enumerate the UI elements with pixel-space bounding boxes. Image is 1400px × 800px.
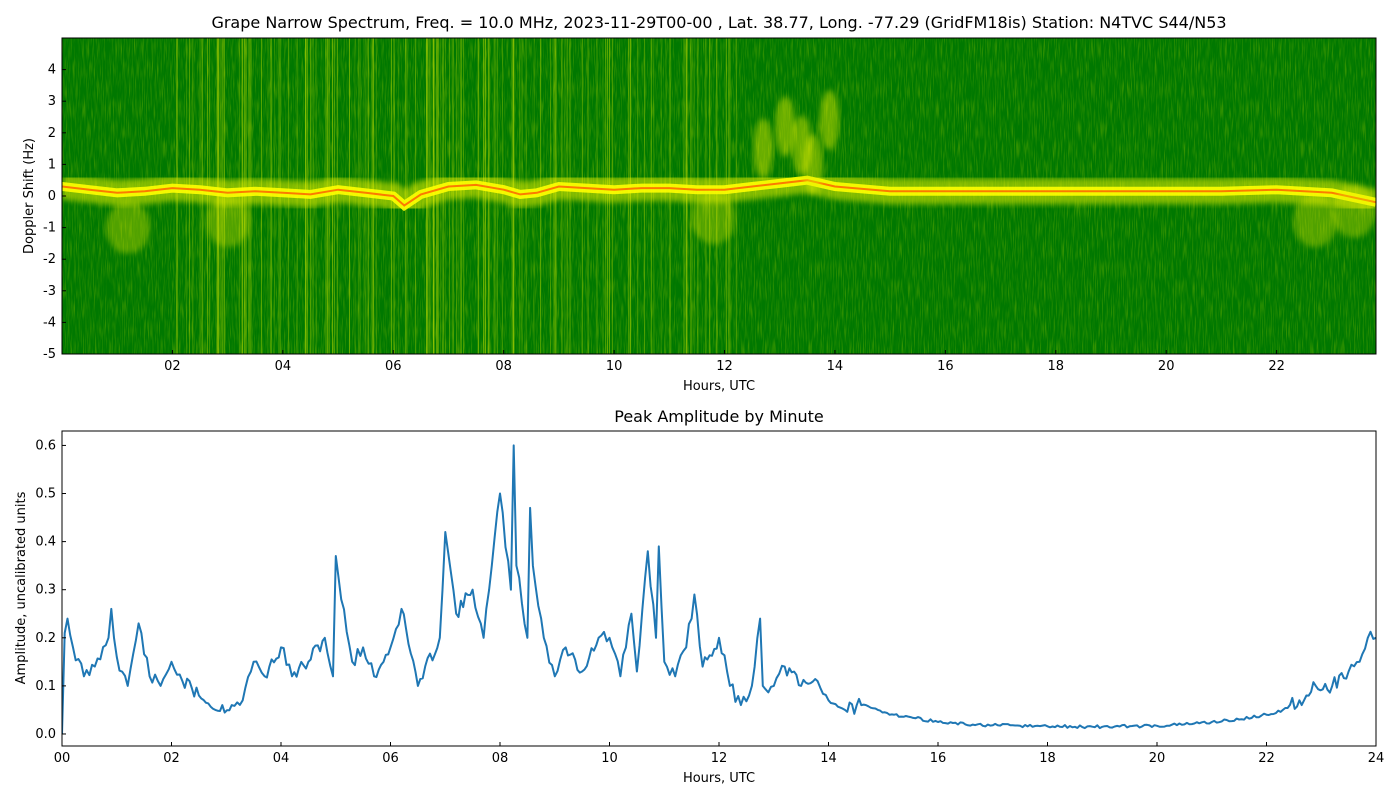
spectrum-x-ticks: 02 04 06 08 10 12 14 16 18 20 22 [164, 350, 1285, 374]
amplitude-x-tick-label: 00 [54, 751, 71, 766]
amplitude-y-tick-label: 0.4 [35, 535, 56, 550]
spectrum-blob [819, 90, 840, 151]
spectrum-y-tick-label: 4 [48, 63, 56, 78]
spectrum-blob [691, 192, 736, 245]
spectrum-y-ticks: 4 3 2 1 0 -1 -2 -3 -4 -5 [43, 63, 66, 362]
spectrum-y-tick-label: -5 [43, 347, 56, 362]
spectrum-y-tick-label: 0 [48, 189, 56, 204]
spectrum-marks [62, 38, 1376, 354]
amplitude-series-line [62, 444, 1376, 735]
spectrum-y-tick-label: -4 [43, 315, 56, 330]
amplitude-x-label: Hours, UTC [683, 771, 755, 786]
amplitude-x-tick-label: 20 [1149, 751, 1166, 766]
spectrum-y-tick-label: -1 [43, 221, 56, 236]
amplitude-x-tick-label: 12 [711, 751, 728, 766]
spectrum-blob [1293, 195, 1338, 248]
spectrum-x-tick-label: 06 [385, 359, 402, 374]
amplitude-x-tick-label: 14 [820, 751, 837, 766]
amplitude-y-tick-label: 0.5 [35, 487, 56, 502]
spectrum-panel: Grape Narrow Spectrum, Freq. = 10.0 MHz,… [22, 13, 1377, 394]
spectrum-title: Grape Narrow Spectrum, Freq. = 10.0 MHz,… [211, 13, 1226, 32]
spectrum-x-tick-label: 16 [937, 359, 954, 374]
spectrum-blob [775, 96, 796, 157]
spectrum-x-label: Hours, UTC [683, 379, 755, 394]
amplitude-x-tick-label: 02 [163, 751, 180, 766]
amplitude-y-tick-label: 0.2 [35, 631, 56, 646]
spectrum-x-tick-label: 08 [495, 359, 512, 374]
amplitude-x-tick-label: 06 [382, 751, 399, 766]
amplitude-panel: Peak Amplitude by Minute 00 02 04 06 08 10 12 1… [14, 407, 1384, 786]
amplitude-x-tick-label: 18 [1039, 751, 1056, 766]
spectrum-x-tick-label: 10 [606, 359, 623, 374]
amplitude-x-tick-label: 10 [601, 751, 618, 766]
spectrum-x-tick-label: 22 [1268, 359, 1285, 374]
amplitude-x-ticks: 00 02 04 06 08 10 12 14 16 18 20 22 24 [54, 742, 1385, 766]
amplitude-x-tick-label: 16 [930, 751, 947, 766]
spectrum-blob [802, 134, 823, 195]
amplitude-y-tick-label: 0.0 [35, 727, 56, 742]
spectrum-y-label: Doppler Shift (Hz) [22, 138, 37, 254]
spectrum-trace-core [62, 179, 1376, 207]
amplitude-x-tick-label: 24 [1368, 751, 1385, 766]
spectrum-y-tick-label: 1 [48, 157, 56, 172]
spectrum-y-tick-label: 2 [48, 126, 56, 141]
amplitude-y-ticks: 0.0 0.1 0.2 0.3 0.4 0.5 0.6 [35, 438, 66, 742]
amplitude-x-tick-label: 04 [273, 751, 290, 766]
spectrum-blob [106, 201, 151, 254]
spectrum-blob [753, 118, 774, 179]
amplitude-title: Peak Amplitude by Minute [614, 407, 824, 426]
spectrum-x-tick-label: 18 [1048, 359, 1065, 374]
amplitude-x-tick-label: 22 [1258, 751, 1275, 766]
spectrum-blob [1331, 185, 1376, 238]
amplitude-x-tick-label: 08 [492, 751, 509, 766]
spectrum-y-tick-label: -3 [43, 284, 56, 299]
spectrum-x-tick-label: 02 [164, 359, 181, 374]
spectrum-x-tick-label: 14 [827, 359, 844, 374]
amplitude-y-label: Amplitude, uncalibrated units [14, 491, 29, 684]
spectrum-y-tick-label: 3 [48, 94, 56, 109]
spectrum-x-tick-label: 04 [275, 359, 292, 374]
spectrum-y-tick-label: -2 [43, 252, 56, 267]
spectrum-blob [205, 195, 250, 248]
spectrum-x-tick-label: 20 [1158, 359, 1175, 374]
spectrum-x-tick-label: 12 [716, 359, 733, 374]
amplitude-y-tick-label: 0.6 [35, 438, 56, 453]
amplitude-frame [61, 430, 1377, 747]
amplitude-y-tick-label: 0.3 [35, 583, 56, 598]
amplitude-y-tick-label: 0.1 [35, 679, 56, 694]
